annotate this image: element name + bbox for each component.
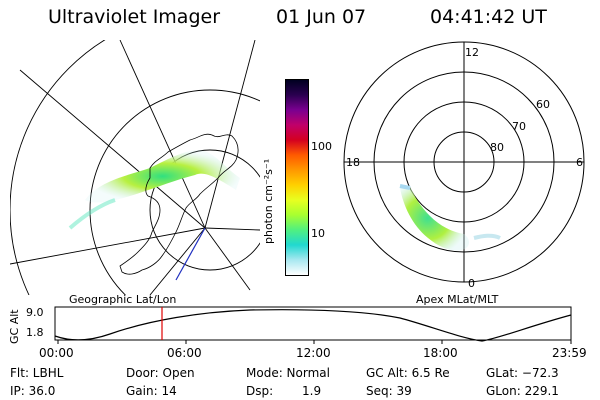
colorbar [285,79,309,276]
polar-panel-label: Apex MLat/MLT [416,293,499,306]
seq-info: Seq: 39 [366,384,412,398]
timeline-ytick-bottom: 1.8 [26,326,44,339]
dsp-label: Dsp: [246,384,274,398]
mlt-label-12: 12 [465,46,479,59]
mlat-label-80: 80 [490,141,504,154]
lat-circle-inner [149,149,260,271]
mlt-label-6: 6 [576,156,583,169]
flt-info: Flt: LBHL [10,366,64,380]
altitude-curve [54,309,572,342]
timeline-ytick-top: 9.0 [26,306,44,319]
timeline-axis-label: GC Alt [8,309,21,344]
aurora-band-geo [85,150,240,203]
timeline-xtick-2: 12:00 [296,346,331,360]
coastline [119,133,239,275]
glat-info: GLat: −72.3 [486,366,559,380]
time-label: 04:41:42 UT [430,6,547,28]
mlt-label-0: 0 [468,277,475,290]
gain-info: Gain: 14 [126,384,177,398]
date-label: 01 Jun 07 [276,6,367,28]
timeline-frame [54,306,572,341]
timeline-xtick-4: 23:59 [552,346,587,360]
glon-info: GLon: 229.1 [486,384,559,398]
dsp-value: 1.9 [302,384,322,398]
mlat-label-60: 60 [536,98,550,111]
lat-circle-mid [89,89,260,295]
ip-info: IP: 36.0 [10,384,56,398]
mlat-label-70: 70 [512,120,526,133]
instrument-title: Ultraviolet Imager [48,6,221,28]
door-info: Door: Open [126,366,195,380]
aurora-band-polar [400,186,470,251]
geo-panel-label: Geographic Lat/Lon [69,293,177,306]
timeline-xtick-0: 00:00 [39,346,74,360]
timeline-xtick-1: 06:00 [167,346,202,360]
timeline-xtick-3: 18:00 [423,346,458,360]
terminator-line [175,227,206,281]
colorbar-tick-10: 10 [311,227,325,240]
gc-alt-info: GC Alt: 6.5 Re [366,366,450,380]
mode-info: Mode: Normal [246,366,330,380]
mlt-label-18: 18 [346,156,360,169]
colorbar-tick-100: 100 [311,140,332,153]
